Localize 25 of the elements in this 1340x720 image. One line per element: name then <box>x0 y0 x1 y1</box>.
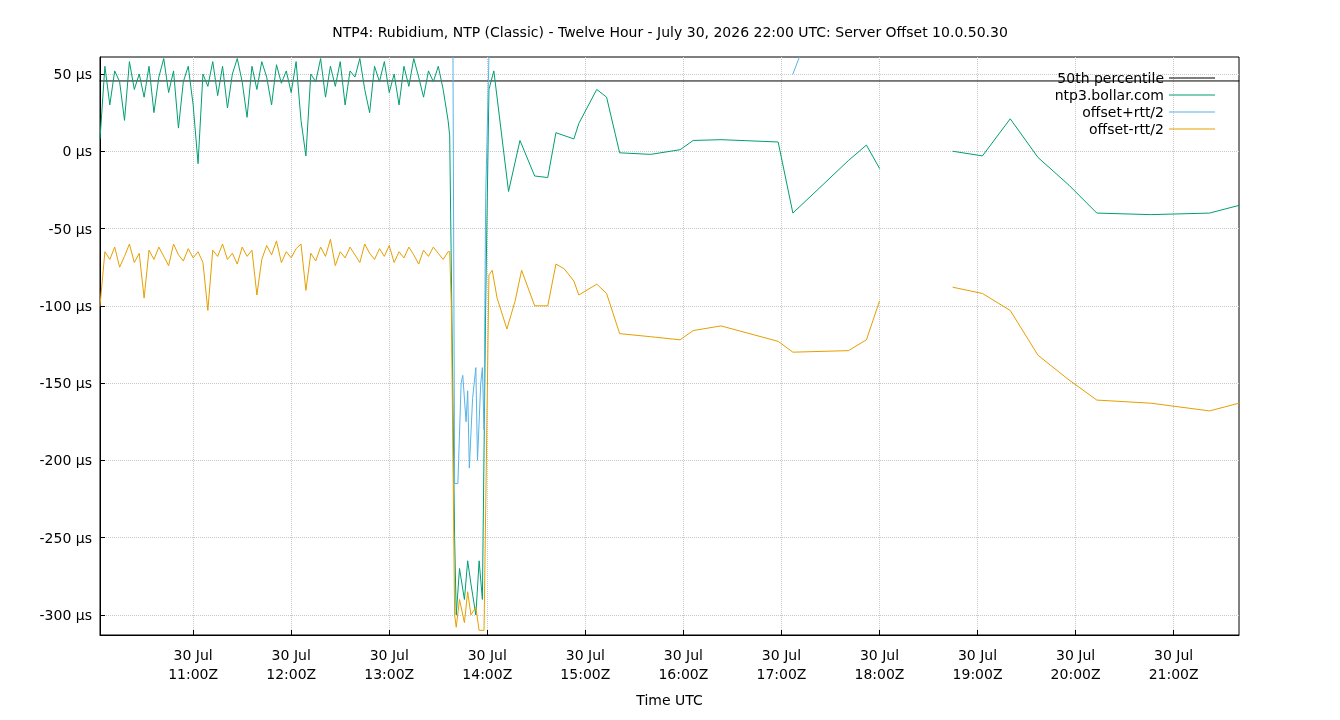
x-tick-label: 30 Jul 14:00Z <box>462 646 513 682</box>
y-tick-label: -100 µs <box>39 297 92 314</box>
y-tick-label: -250 µs <box>39 529 92 546</box>
x-tick-label: 30 Jul 20:00Z <box>1050 646 1101 682</box>
y-tick-label: -300 µs <box>39 606 92 623</box>
x-tick-label: 30 Jul 15:00Z <box>560 646 611 682</box>
legend-label: offset+rtt/2 <box>1082 104 1164 120</box>
x-tick-label: 30 Jul 11:00Z <box>168 646 219 682</box>
chart-title: NTP4: Rubidium, NTP (Classic) - Twelve Hour - July 30, 2026 22:00 UTC: Server Offset 10.0.50.30 <box>332 24 1008 40</box>
x-tick-label: 30 Jul 19:00Z <box>952 646 1003 682</box>
legend-label: 50th percentile <box>1057 70 1164 86</box>
x-tick-label: 30 Jul 21:00Z <box>1148 646 1199 682</box>
y-tick-label: 50 µs <box>53 66 92 82</box>
x-tick-label: 30 Jul 13:00Z <box>364 646 415 682</box>
legend-label: offset-rtt/2 <box>1088 121 1164 137</box>
legend-label: ntp3.bollar.com <box>1054 87 1164 103</box>
y-tick-label: -50 µs <box>48 220 92 237</box>
x-tick-label: 30 Jul 16:00Z <box>658 646 709 682</box>
y-tick-label: 0 µs <box>62 143 92 160</box>
x-axis-title: Time UTC <box>635 692 703 708</box>
x-tick-label: 30 Jul 17:00Z <box>756 646 807 682</box>
y-tick-label: -200 µs <box>39 452 92 469</box>
y-tick-label: -150 µs <box>39 375 92 392</box>
x-tick-label: 30 Jul 12:00Z <box>266 646 317 682</box>
x-tick-label: 30 Jul 18:00Z <box>854 646 905 682</box>
